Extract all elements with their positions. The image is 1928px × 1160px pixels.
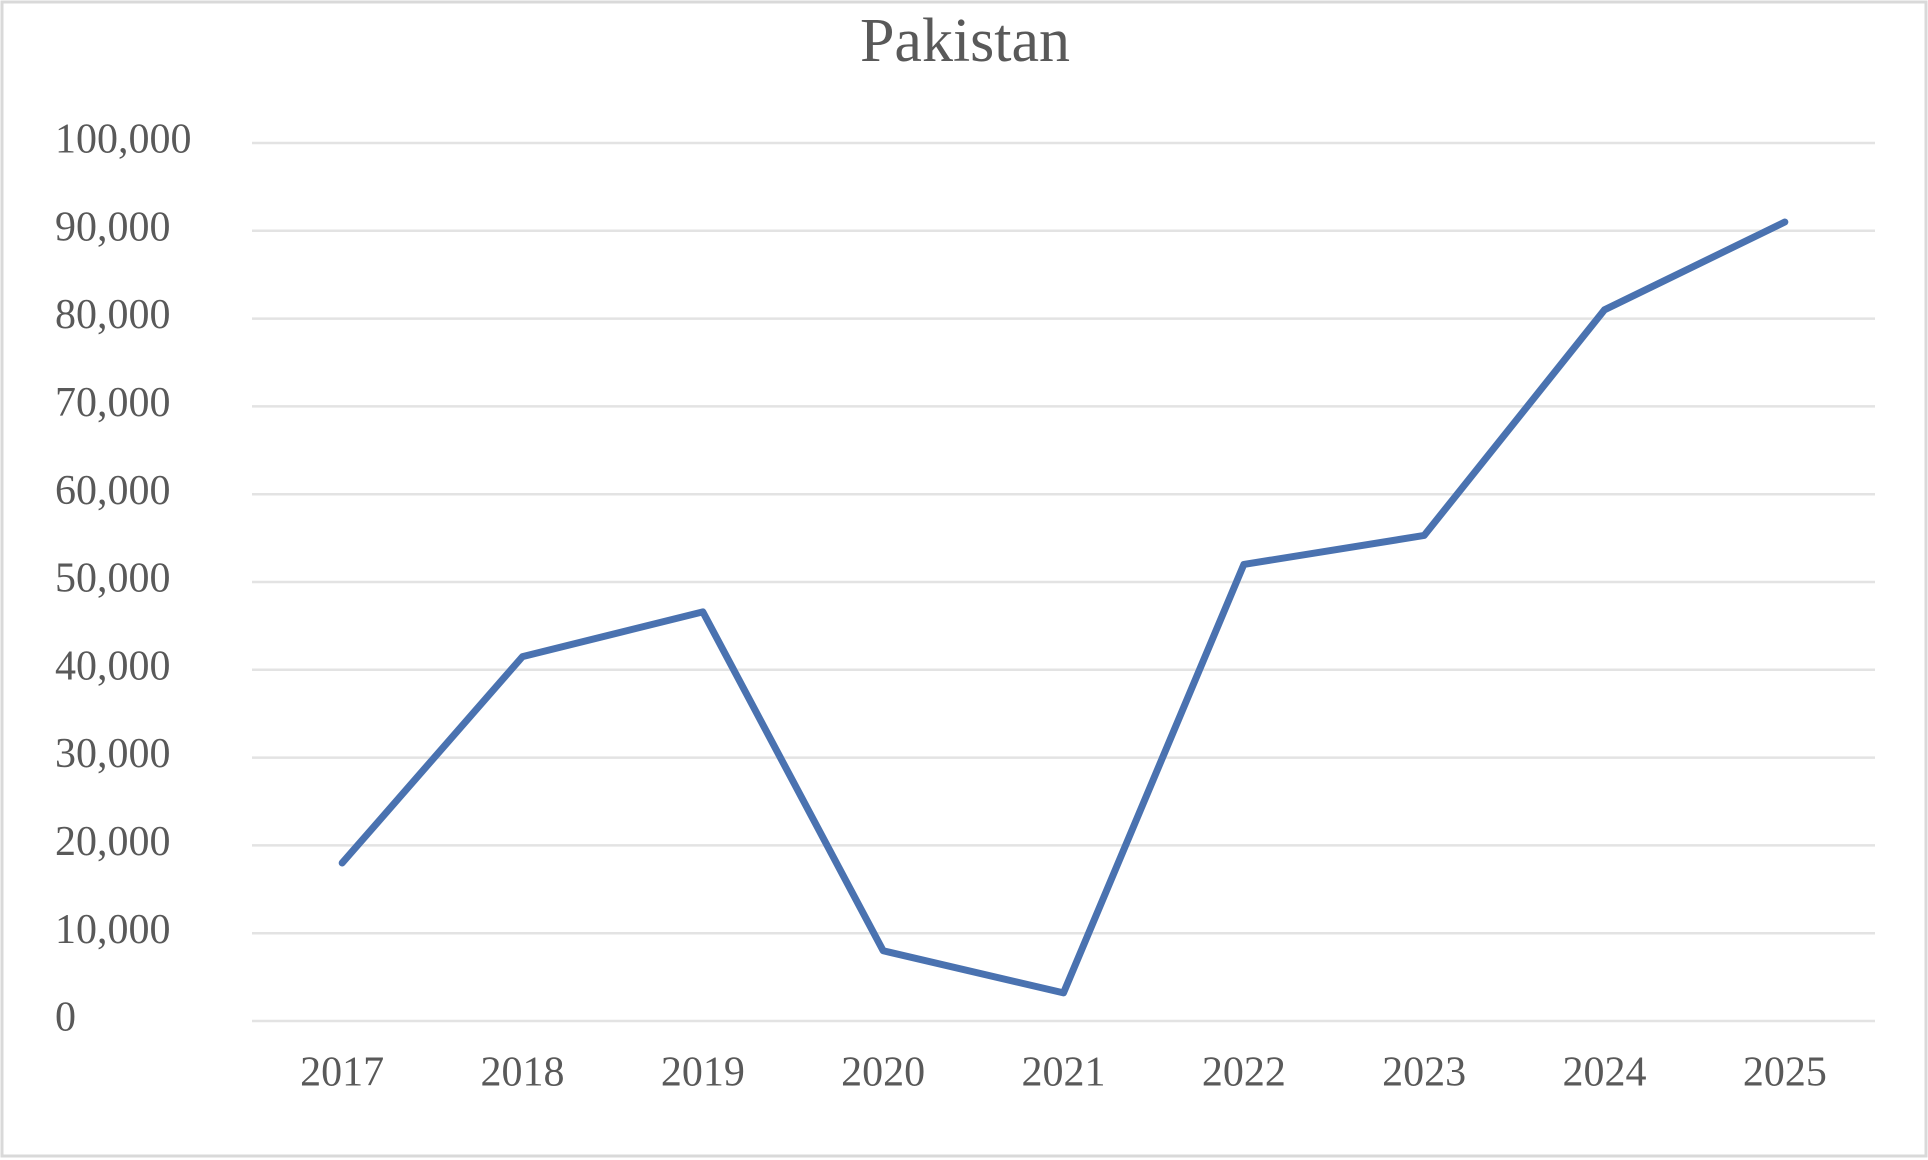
y-tick-label: 20,000 bbox=[55, 819, 171, 865]
y-tick-label: 100,000 bbox=[55, 117, 192, 163]
y-tick-label: 30,000 bbox=[55, 731, 171, 777]
y-tick-label: 0 bbox=[55, 995, 76, 1041]
y-tick-label: 40,000 bbox=[55, 643, 171, 689]
chart-title: Pakistan bbox=[860, 7, 1070, 75]
x-tick-label: 2017 bbox=[300, 1050, 384, 1096]
x-tick-label: 2019 bbox=[661, 1050, 745, 1096]
x-tick-label: 2023 bbox=[1382, 1050, 1466, 1096]
y-tick-label: 60,000 bbox=[55, 468, 171, 514]
x-tick-label: 2020 bbox=[841, 1050, 925, 1096]
x-tick-label: 2024 bbox=[1563, 1050, 1647, 1096]
x-tick-label: 2022 bbox=[1202, 1050, 1286, 1096]
y-tick-label: 50,000 bbox=[55, 556, 171, 602]
x-tick-label: 2018 bbox=[481, 1050, 565, 1096]
x-tick-label: 2025 bbox=[1743, 1050, 1827, 1096]
y-tick-label: 80,000 bbox=[55, 292, 171, 338]
data-line bbox=[338, 218, 1789, 997]
y-tick-label: 90,000 bbox=[55, 204, 171, 250]
y-tick-label: 10,000 bbox=[55, 907, 171, 953]
y-tick-label: 70,000 bbox=[55, 380, 171, 426]
x-tick-label: 2021 bbox=[1022, 1050, 1106, 1096]
